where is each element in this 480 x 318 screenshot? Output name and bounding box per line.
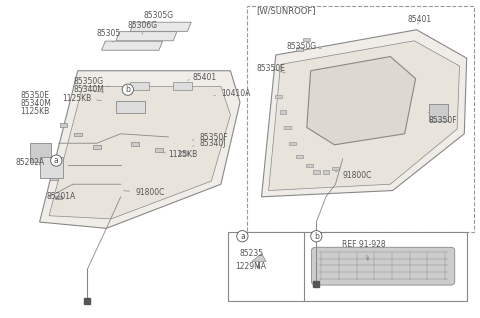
Bar [296,155,303,158]
Text: 85340M: 85340M [21,99,51,108]
Text: a: a [54,156,59,165]
Bar [116,101,144,113]
Bar [275,95,281,98]
Text: 85201A: 85201A [47,192,76,201]
Text: 91800C: 91800C [336,171,372,180]
Text: 85350F: 85350F [192,133,228,142]
Bar [289,142,296,145]
Text: 1125KB: 1125KB [62,94,101,103]
Text: a: a [240,232,245,241]
Bar [303,38,310,41]
Bar [173,82,192,90]
Text: 85305: 85305 [96,29,121,42]
Bar [50,177,58,180]
Polygon shape [116,32,177,41]
Bar [93,145,101,149]
Bar [130,82,149,90]
Bar [284,126,291,129]
Text: 85340J: 85340J [192,139,226,149]
Text: 85350E: 85350E [256,64,285,73]
Text: 85401: 85401 [188,73,216,81]
Bar [296,47,303,51]
Text: 85340M: 85340M [73,85,104,94]
Bar [306,164,312,167]
FancyBboxPatch shape [312,247,455,285]
Text: 85350G: 85350G [286,42,321,51]
Bar [55,196,62,199]
Polygon shape [262,30,467,197]
Text: 85305G: 85305G [144,11,174,27]
Text: 85350F: 85350F [429,112,457,125]
Text: 1125KB: 1125KB [164,150,198,159]
Bar [45,158,53,162]
Text: 85202A: 85202A [16,158,45,167]
Polygon shape [269,41,459,190]
Bar [39,157,63,178]
Bar [313,170,320,174]
Polygon shape [49,86,230,219]
Text: 85235: 85235 [239,249,263,258]
Text: 1229MA: 1229MA [235,262,266,271]
Text: b: b [125,85,130,94]
Bar [247,6,474,232]
Bar [323,170,329,174]
Polygon shape [102,41,163,50]
Text: 85350E: 85350E [21,92,49,100]
Text: 85350G: 85350G [74,77,109,86]
Bar [332,167,339,170]
Text: 85401: 85401 [408,15,432,24]
Text: b: b [314,232,319,241]
Polygon shape [39,71,240,228]
Text: 85306G: 85306G [127,21,157,34]
Bar [228,232,467,301]
Polygon shape [130,22,191,31]
Bar [74,133,82,136]
Bar [429,104,447,121]
Polygon shape [252,253,266,261]
Bar [179,151,187,155]
Bar [30,143,51,162]
Text: [W/SUNROOF]: [W/SUNROOF] [257,6,316,15]
Bar [155,148,163,152]
Text: REF 91-928: REF 91-928 [342,240,386,260]
Bar [280,110,286,114]
Text: 10410A: 10410A [214,89,250,98]
Text: 1125KB: 1125KB [21,107,50,116]
Bar [60,123,67,127]
Text: 91800C: 91800C [123,188,164,197]
Bar [131,142,139,146]
Polygon shape [307,57,416,145]
